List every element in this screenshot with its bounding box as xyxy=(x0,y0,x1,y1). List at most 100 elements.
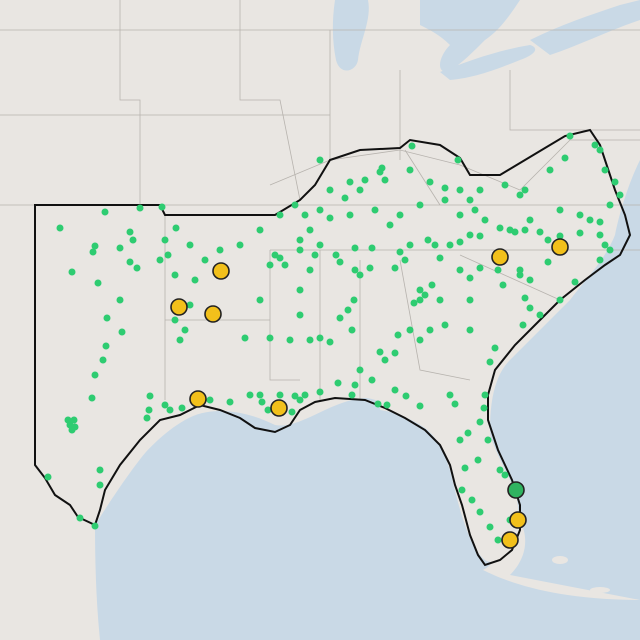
location-marker[interactable] xyxy=(102,342,110,350)
location-marker[interactable] xyxy=(146,392,154,400)
location-marker[interactable] xyxy=(386,221,394,229)
highlighted-location-marker[interactable] xyxy=(507,481,525,499)
location-marker[interactable] xyxy=(496,466,504,474)
location-marker[interactable] xyxy=(456,238,464,246)
location-marker[interactable] xyxy=(591,141,599,149)
location-marker[interactable] xyxy=(536,228,544,236)
location-marker[interactable] xyxy=(466,274,474,282)
location-marker[interactable] xyxy=(276,211,284,219)
featured-location-marker[interactable] xyxy=(551,238,569,256)
location-marker[interactable] xyxy=(306,226,314,234)
location-marker[interactable] xyxy=(291,392,299,400)
location-marker[interactable] xyxy=(461,464,469,472)
location-marker[interactable] xyxy=(451,400,459,408)
location-marker[interactable] xyxy=(426,326,434,334)
location-marker[interactable] xyxy=(206,396,214,404)
location-marker[interactable] xyxy=(556,206,564,214)
location-marker[interactable] xyxy=(316,334,324,342)
location-marker[interactable] xyxy=(456,186,464,194)
location-marker[interactable] xyxy=(476,264,484,272)
location-marker[interactable] xyxy=(506,226,514,234)
location-marker[interactable] xyxy=(301,391,309,399)
location-marker[interactable] xyxy=(383,401,391,409)
location-marker[interactable] xyxy=(316,241,324,249)
location-marker[interactable] xyxy=(521,186,529,194)
location-marker[interactable] xyxy=(96,466,104,474)
location-marker[interactable] xyxy=(406,241,414,249)
location-marker[interactable] xyxy=(276,254,284,262)
location-marker[interactable] xyxy=(406,166,414,174)
location-marker[interactable] xyxy=(521,226,529,234)
location-marker[interactable] xyxy=(406,326,414,334)
location-marker[interactable] xyxy=(601,166,609,174)
location-marker[interactable] xyxy=(441,321,449,329)
featured-location-marker[interactable] xyxy=(501,531,519,549)
location-marker[interactable] xyxy=(481,391,489,399)
location-marker[interactable] xyxy=(191,276,199,284)
location-marker[interactable] xyxy=(586,216,594,224)
location-marker[interactable] xyxy=(236,241,244,249)
location-marker[interactable] xyxy=(441,184,449,192)
location-marker[interactable] xyxy=(571,278,579,286)
location-marker[interactable] xyxy=(88,394,96,402)
location-marker[interactable] xyxy=(344,306,352,314)
location-marker[interactable] xyxy=(474,456,482,464)
location-marker[interactable] xyxy=(286,336,294,344)
location-marker[interactable] xyxy=(526,304,534,312)
location-marker[interactable] xyxy=(266,261,274,269)
location-marker[interactable] xyxy=(494,266,502,274)
location-marker[interactable] xyxy=(361,176,369,184)
location-marker[interactable] xyxy=(616,191,624,199)
location-marker[interactable] xyxy=(246,391,254,399)
location-marker[interactable] xyxy=(428,281,436,289)
location-marker[interactable] xyxy=(348,326,356,334)
location-marker[interactable] xyxy=(556,232,564,240)
featured-location-marker[interactable] xyxy=(509,511,527,529)
location-marker[interactable] xyxy=(356,366,364,374)
location-marker[interactable] xyxy=(201,256,209,264)
location-marker[interactable] xyxy=(416,402,424,410)
location-marker[interactable] xyxy=(133,264,141,272)
featured-location-marker[interactable] xyxy=(204,305,222,323)
location-marker[interactable] xyxy=(241,334,249,342)
location-marker[interactable] xyxy=(44,473,52,481)
location-marker[interactable] xyxy=(391,386,399,394)
location-marker[interactable] xyxy=(402,392,410,400)
location-marker[interactable] xyxy=(296,246,304,254)
location-marker[interactable] xyxy=(326,214,334,222)
location-marker[interactable] xyxy=(576,229,584,237)
location-marker[interactable] xyxy=(181,326,189,334)
location-marker[interactable] xyxy=(91,371,99,379)
location-marker[interactable] xyxy=(454,156,462,164)
location-marker[interactable] xyxy=(416,336,424,344)
location-marker[interactable] xyxy=(391,349,399,357)
location-marker[interactable] xyxy=(561,154,569,162)
location-marker[interactable] xyxy=(456,266,464,274)
location-marker[interactable] xyxy=(76,514,84,522)
location-marker[interactable] xyxy=(368,244,376,252)
location-marker[interactable] xyxy=(156,256,164,264)
location-marker[interactable] xyxy=(526,276,534,284)
location-marker[interactable] xyxy=(521,294,529,302)
location-marker[interactable] xyxy=(186,241,194,249)
location-marker[interactable] xyxy=(376,168,384,176)
location-marker[interactable] xyxy=(436,296,444,304)
location-marker[interactable] xyxy=(176,336,184,344)
location-marker[interactable] xyxy=(416,286,424,294)
location-marker[interactable] xyxy=(334,379,342,387)
location-marker[interactable] xyxy=(301,211,309,219)
location-marker[interactable] xyxy=(466,231,474,239)
location-marker[interactable] xyxy=(103,314,111,322)
location-marker[interactable] xyxy=(416,201,424,209)
location-marker[interactable] xyxy=(172,224,180,232)
location-marker[interactable] xyxy=(546,166,554,174)
location-marker[interactable] xyxy=(501,181,509,189)
location-marker[interactable] xyxy=(601,241,609,249)
location-marker[interactable] xyxy=(516,191,524,199)
location-marker[interactable] xyxy=(296,286,304,294)
location-marker[interactable] xyxy=(536,311,544,319)
location-marker[interactable] xyxy=(336,258,344,266)
location-marker[interactable] xyxy=(391,264,399,272)
location-marker[interactable] xyxy=(291,201,299,209)
